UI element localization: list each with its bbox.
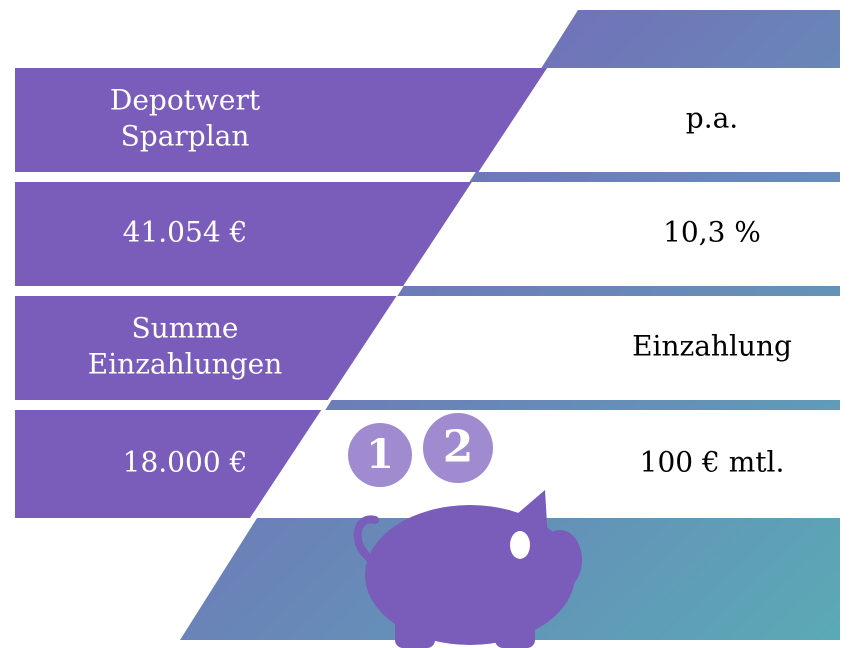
left-cell xyxy=(15,296,397,400)
right-label: Einzahlung xyxy=(632,330,792,363)
right-cell xyxy=(327,296,840,400)
left-label: Einzahlungen xyxy=(88,348,282,381)
left-label: Sparplan xyxy=(121,120,250,153)
left-label: Depotwert xyxy=(110,84,261,117)
coin-label: 1 xyxy=(366,431,394,478)
left-label: Summe xyxy=(132,312,239,345)
right-label: 100 € mtl. xyxy=(640,446,785,479)
coin-label: 2 xyxy=(443,422,474,473)
right-label: 10,3 % xyxy=(663,216,761,249)
left-cell xyxy=(15,182,472,286)
right-cell xyxy=(478,68,840,172)
left-cell xyxy=(15,410,322,518)
left-label: 18.000 € xyxy=(123,446,248,479)
right-cell xyxy=(403,182,840,286)
left-cell xyxy=(15,68,547,172)
left-label: 41.054 € xyxy=(123,216,248,249)
piggy-bank xyxy=(348,413,582,648)
right-label: p.a. xyxy=(686,102,738,135)
